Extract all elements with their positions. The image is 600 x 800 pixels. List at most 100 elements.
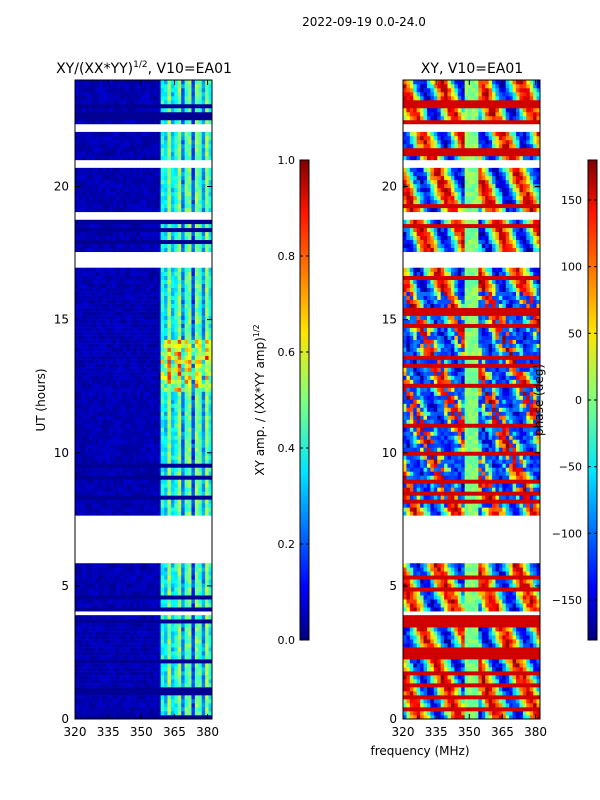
amplitude-cell	[188, 203, 192, 209]
amplitude-cell	[122, 499, 127, 504]
amplitude-cell	[92, 351, 96, 356]
amplitude-cell	[160, 603, 165, 608]
amplitude-cell	[174, 171, 179, 177]
amplitude-cell	[92, 447, 96, 452]
amplitude-cell	[85, 603, 90, 608]
amplitude-cell	[126, 595, 131, 600]
amplitude-cell	[198, 191, 203, 197]
amplitude-cell	[98, 627, 103, 632]
amplitude-cell	[126, 435, 131, 440]
amplitude-cell	[75, 679, 79, 684]
amplitude-cell	[109, 391, 114, 396]
amplitude-cell	[191, 507, 196, 512]
amplitude-cell	[119, 319, 124, 324]
amplitude-cell	[167, 339, 172, 344]
amplitude-cell	[184, 239, 189, 245]
amplitude-cell	[98, 279, 103, 284]
amplitude-cell	[181, 143, 185, 149]
amplitude-cell	[177, 351, 182, 356]
amplitude-cell	[102, 303, 107, 308]
amplitude-cell	[109, 175, 114, 181]
amplitude-cell	[116, 155, 120, 161]
amplitude-cell	[198, 243, 203, 249]
amplitude-cell	[78, 183, 83, 189]
amplitude-cell	[133, 591, 138, 596]
amplitude-cell	[188, 243, 192, 249]
amplitude-cell	[112, 623, 117, 628]
amplitude-cell	[126, 675, 131, 680]
amplitude-cell	[198, 235, 203, 241]
amplitude-cell	[198, 427, 203, 432]
amplitude-cell	[201, 179, 206, 185]
amplitude-cell	[92, 595, 96, 600]
amplitude-cell	[105, 235, 110, 241]
amplitude-cell	[92, 455, 96, 460]
amplitude-cell	[174, 707, 179, 712]
amplitude-cell	[177, 467, 182, 472]
amplitude-cell	[102, 171, 107, 177]
amplitude-cell	[85, 643, 90, 648]
amplitude-cell	[122, 147, 127, 153]
amplitude-cell	[98, 379, 103, 384]
amplitude-cell	[85, 283, 90, 288]
amplitude-cell	[109, 327, 114, 332]
amplitude-cell	[116, 203, 120, 209]
amplitude-cell	[116, 671, 120, 676]
amplitude-cell	[174, 315, 179, 320]
amplitude-cell	[85, 227, 90, 233]
amplitude-cell	[98, 331, 103, 336]
amplitude-cell	[122, 427, 127, 432]
amplitude-cell	[160, 411, 165, 416]
amplitude-cell	[129, 715, 134, 719]
amplitude-cell	[143, 387, 148, 392]
amplitude-cell	[129, 451, 134, 456]
amplitude-cell	[181, 583, 185, 588]
amplitude-cell	[188, 139, 192, 145]
amplitude-cell	[194, 411, 199, 416]
amplitude-cell	[119, 139, 124, 145]
amplitude-cell	[188, 403, 192, 408]
amplitude-cell	[191, 479, 196, 484]
amplitude-cell	[109, 231, 114, 237]
amplitude-cell	[102, 167, 107, 173]
amplitude-cell	[208, 471, 212, 476]
amplitude-cell	[191, 271, 196, 276]
amplitude-cell	[102, 495, 107, 500]
amplitude-cell	[201, 203, 206, 209]
amplitude-cell	[133, 207, 138, 213]
amplitude-cell	[129, 415, 134, 420]
amplitude-cell	[208, 279, 212, 284]
amplitude-cell	[75, 267, 79, 272]
amplitude-cell	[177, 651, 182, 656]
amplitude-cell	[157, 207, 162, 213]
amplitude-cell	[75, 231, 79, 237]
amplitude-cell	[75, 243, 79, 249]
amplitude-cell	[194, 247, 199, 253]
amplitude-cell	[143, 315, 148, 320]
amplitude-cell	[105, 415, 110, 420]
amplitude-cell	[129, 579, 134, 584]
amplitude-cell	[133, 147, 138, 153]
amplitude-cell	[143, 451, 148, 456]
amplitude-cell	[122, 583, 127, 588]
amplitude-cell	[116, 303, 120, 308]
amplitude-cell	[75, 663, 79, 668]
amplitude-cell	[191, 179, 196, 185]
amplitude-cell	[122, 431, 127, 436]
amplitude-cell	[133, 615, 138, 620]
amplitude-cell	[81, 219, 86, 225]
amplitude-cell	[150, 403, 155, 408]
amplitude-ratio-heatmap	[75, 80, 212, 719]
amplitude-cell	[188, 351, 192, 356]
amplitude-cell	[85, 427, 90, 432]
amplitude-cell	[126, 219, 131, 225]
amplitude-cell	[181, 371, 185, 376]
amplitude-cell	[205, 295, 209, 300]
amplitude-cell	[208, 711, 212, 716]
amplitude-cell	[129, 347, 134, 352]
amplitude-cell	[92, 207, 96, 213]
amplitude-cell	[167, 631, 172, 636]
amplitude-cell	[143, 455, 148, 460]
amplitude-cell	[146, 607, 151, 612]
amplitude-cell	[119, 347, 124, 352]
